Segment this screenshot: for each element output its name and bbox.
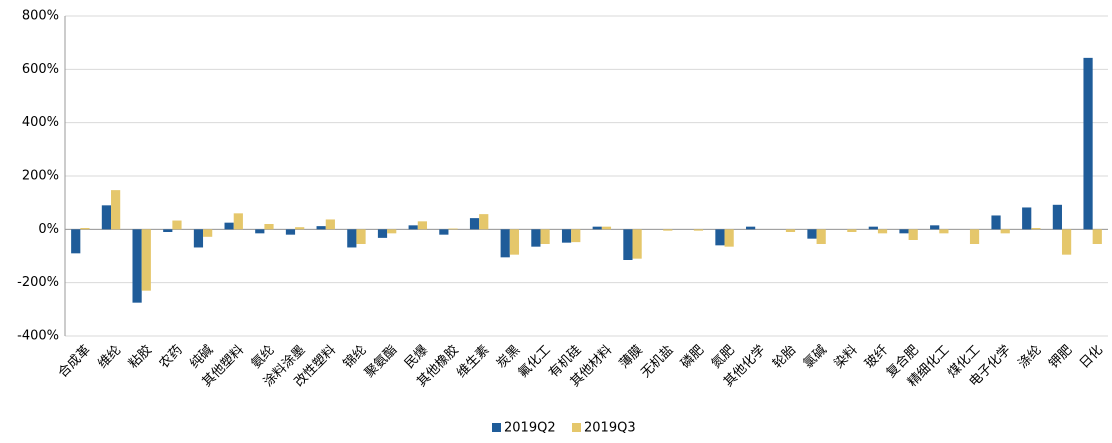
bar [1061, 229, 1072, 255]
bar [224, 222, 234, 230]
bar [601, 226, 612, 230]
x-tick-label: 粘胶 [125, 342, 155, 372]
legend-label: 2019Q3 [584, 421, 636, 436]
bar [724, 229, 734, 247]
x-tick-label: 涤纶 [1016, 343, 1045, 372]
bar [1083, 57, 1093, 230]
bar [193, 229, 204, 248]
bar [387, 229, 397, 234]
bar [439, 229, 449, 235]
bar [540, 229, 550, 244]
x-tick-label: 氟化工 [516, 343, 554, 381]
bar [592, 226, 602, 230]
bar [561, 229, 572, 243]
bar [356, 229, 366, 244]
bar [325, 219, 335, 230]
bar [785, 229, 796, 232]
legend-swatch [492, 423, 501, 432]
bar [448, 228, 458, 230]
y-tick-label: 0% [38, 222, 59, 237]
bar [531, 229, 541, 247]
x-tick-label: 合成革 [55, 343, 93, 381]
bar [746, 226, 756, 230]
bar [663, 229, 673, 231]
bar [623, 229, 633, 260]
bar [111, 190, 121, 230]
bar [71, 229, 81, 254]
bar [233, 213, 243, 230]
bar [1000, 229, 1010, 234]
bar [1052, 204, 1062, 230]
x-tick-label: 维生素 [454, 343, 492, 381]
bar [1031, 228, 1041, 230]
bar [969, 229, 980, 244]
bar [469, 218, 480, 230]
bar [807, 229, 817, 239]
x-tick-label: 磷肥 [678, 343, 707, 372]
bar [868, 226, 878, 230]
bar [347, 229, 357, 248]
x-tick-label: 维纶 [95, 343, 124, 372]
bar [899, 229, 909, 234]
bar [991, 215, 1001, 230]
bar [203, 229, 213, 237]
x-tick-label: 轮胎 [770, 343, 799, 372]
bar [571, 229, 581, 243]
x-tick-label: 钾肥 [1046, 343, 1075, 372]
bar [132, 229, 142, 303]
bar [1022, 207, 1032, 230]
legend-swatch [572, 423, 581, 432]
bar [930, 225, 940, 230]
bar [172, 220, 182, 230]
x-tick-label: 日化 [1077, 343, 1106, 372]
x-tick-label: 氯碱 [801, 343, 830, 372]
bar [500, 229, 510, 258]
bar [101, 205, 112, 230]
bar [377, 229, 388, 238]
bar [632, 229, 642, 259]
bar [417, 221, 427, 230]
bar [1092, 229, 1102, 244]
bar [163, 229, 173, 232]
bar [255, 229, 265, 234]
bar [715, 229, 725, 246]
bar [264, 224, 274, 230]
bar [316, 226, 326, 230]
bar [693, 229, 704, 231]
bar [509, 229, 520, 255]
bar [285, 229, 296, 235]
x-tick-label: 农药 [157, 343, 186, 372]
bar [479, 214, 489, 230]
x-tick-label: 无机盐 [638, 343, 676, 381]
y-tick-label: -400% [17, 329, 59, 344]
y-tick-label: 600% [22, 62, 59, 77]
bar [816, 229, 826, 244]
bar [141, 229, 151, 291]
y-tick-label: 800% [22, 9, 59, 24]
x-tick-label: 染料 [832, 343, 861, 372]
bar [939, 229, 949, 234]
bar [908, 229, 918, 240]
y-tick-label: 200% [22, 169, 59, 184]
bar [877, 229, 888, 234]
bar [80, 228, 90, 230]
y-tick-label: -200% [17, 275, 59, 290]
bar [408, 225, 418, 230]
y-tick-label: 400% [22, 115, 59, 130]
bar [295, 227, 305, 230]
legend-label: 2019Q2 [504, 421, 556, 436]
x-tick-label: 聚氨酯 [362, 343, 400, 381]
bar [847, 229, 857, 232]
